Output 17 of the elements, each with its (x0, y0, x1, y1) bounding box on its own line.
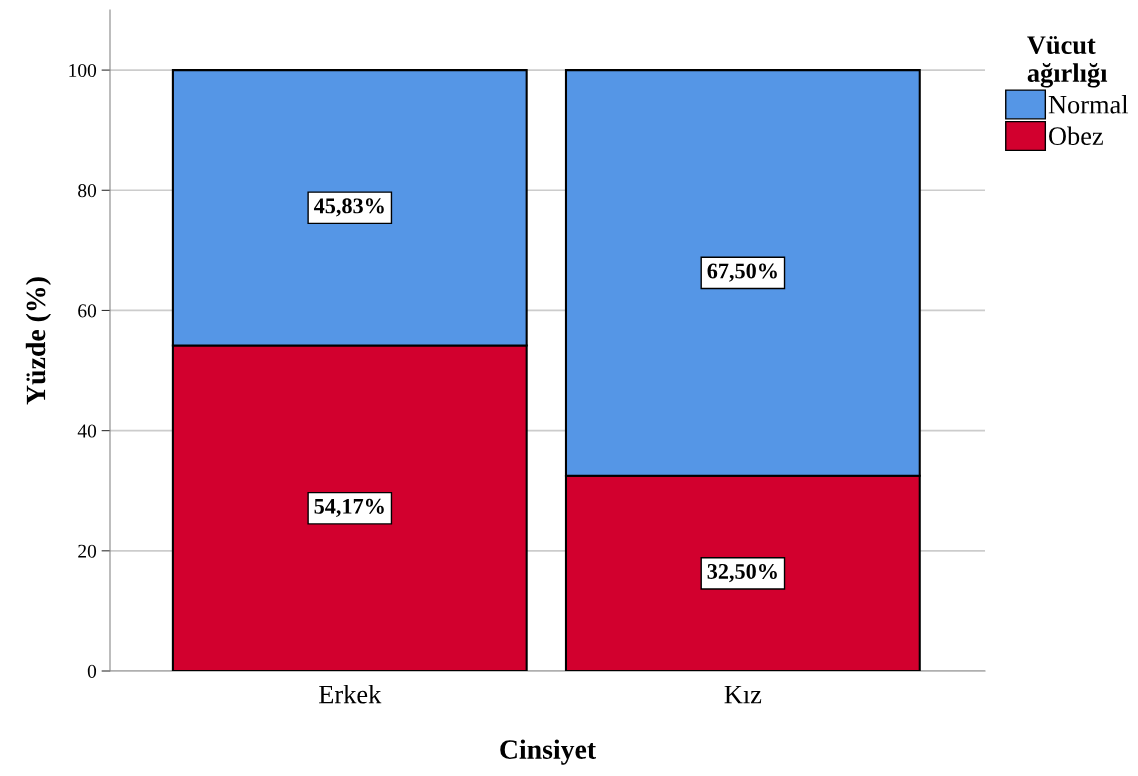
legend-title: Vücut ağırlığı (1027, 36, 1108, 88)
data-label: 54,17% (314, 498, 384, 518)
data-label: 67,50% (707, 263, 777, 282)
legend-label: Normal (1048, 95, 1129, 114)
y-tick-label: 0 (87, 664, 97, 678)
x-axis-title: Cinsiyet (500, 739, 596, 765)
y-tick-label: 40 (77, 424, 97, 438)
data-label: 32,50% (707, 563, 777, 583)
y-axis-title: Yüzde (%) (25, 277, 51, 405)
y-tick-label: 80 (78, 184, 97, 198)
x-tick-label: Erkek (319, 684, 382, 704)
x-tick-label: Kız (724, 685, 762, 704)
y-tick-label: 100 (69, 63, 97, 78)
y-tick-label: 60 (78, 304, 97, 318)
y-tick-label: 20 (78, 544, 97, 558)
legend-label: Obez (1049, 126, 1103, 146)
data-label: 45,83% (313, 198, 384, 217)
